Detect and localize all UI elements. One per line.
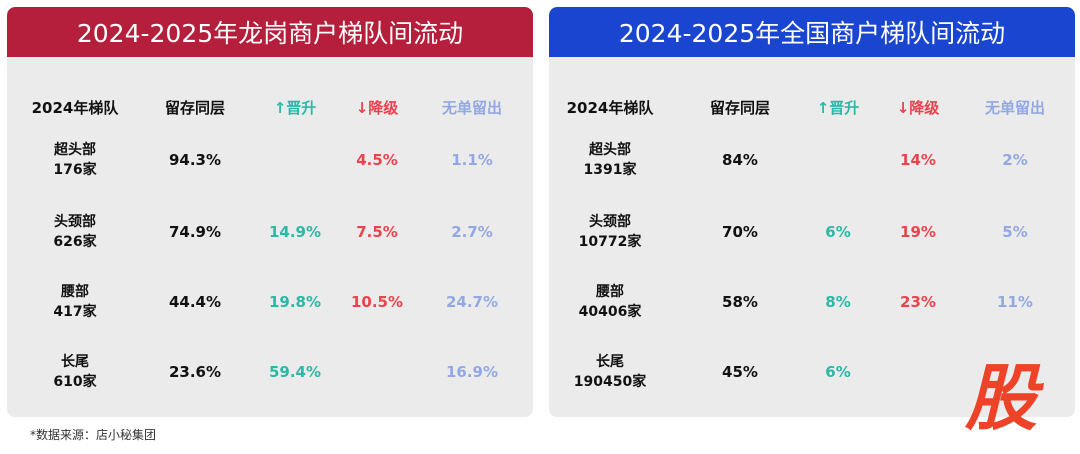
stay-value: 23.6% <box>168 363 222 381</box>
stay-value: 58% <box>722 293 758 311</box>
tier-count: 610家 <box>53 374 97 390</box>
tier-count: 190450家 <box>573 374 647 390</box>
tier-count: 40406家 <box>578 304 642 320</box>
tier-count: 10772家 <box>578 234 642 250</box>
tier-name: 长尾 <box>60 354 89 370</box>
stay-value: 94.3% <box>168 151 222 169</box>
tier-count: 626家 <box>53 234 97 250</box>
down-value: 10.5% <box>350 293 404 311</box>
up-value: 59.4% <box>268 363 322 381</box>
down-value: 4.5% <box>356 151 398 169</box>
tier-name: 超头部 <box>53 142 96 158</box>
up-value: 6% <box>825 363 851 381</box>
tier-count: 1391家 <box>583 162 637 178</box>
down-value: 19% <box>900 223 936 241</box>
column-header: 留存同层 <box>164 99 226 117</box>
stay-value: 84% <box>722 151 758 169</box>
tier-name: 头颈部 <box>589 214 631 230</box>
panel-title: 2024-2025年龙岗商户梯队间流动 <box>7 7 533 57</box>
tier-label: 超头部 1391家 <box>584 140 637 180</box>
tier-label: 腰部 417家 <box>53 282 96 322</box>
tier-name: 超头部 <box>589 142 631 158</box>
national-panel: 2024-2025年全国商户梯队间流动 2024年梯队 留存同层 ↑晋升 ↓降级 无单留… <box>549 7 1075 417</box>
tier-count: 176家 <box>53 162 97 178</box>
tier-name: 腰部 <box>60 284 89 300</box>
down-value: 14% <box>900 151 936 169</box>
column-header: 2024年梯队 <box>566 99 654 117</box>
tier-label: 超头部 176家 <box>53 140 96 180</box>
column-header: ↓降级 <box>896 99 940 117</box>
stay-value: 74.9% <box>168 223 222 241</box>
column-header: 2024年梯队 <box>31 99 119 117</box>
none-value: 2.7% <box>451 223 493 241</box>
watermark-logo: 股 <box>965 356 1038 440</box>
none-value: 2% <box>1002 151 1028 169</box>
up-value: 6% <box>825 223 851 241</box>
stay-value: 44.4% <box>168 293 222 311</box>
tier-label: 腰部 40406家 <box>579 282 642 322</box>
column-header: 留存同层 <box>709 99 771 117</box>
tier-name: 腰部 <box>596 284 624 300</box>
none-value: 16.9% <box>445 363 499 381</box>
up-value: 14.9% <box>268 223 322 241</box>
stay-value: 70% <box>722 223 758 241</box>
tier-name: 头颈部 <box>53 214 96 230</box>
none-value: 5% <box>1002 223 1028 241</box>
stay-value: 45% <box>722 363 758 381</box>
tier-label: 长尾 610家 <box>53 352 96 392</box>
column-header: ↑晋升 <box>816 99 860 117</box>
none-value: 1.1% <box>451 151 493 169</box>
tier-label: 长尾 190450家 <box>574 352 646 392</box>
down-value: 23% <box>900 293 936 311</box>
up-value: 19.8% <box>268 293 322 311</box>
column-header: ↓降级 <box>355 99 399 117</box>
down-value: 7.5% <box>356 223 398 241</box>
column-header: 无单留出 <box>984 99 1046 117</box>
column-header: ↑晋升 <box>273 99 317 117</box>
column-header: 无单留出 <box>441 99 503 117</box>
tier-name: 长尾 <box>595 354 624 370</box>
longgang-panel: 2024-2025年龙岗商户梯队间流动 2024年梯队 留存同层 ↑晋升 ↓降级 无单留… <box>7 7 533 417</box>
panel-title: 2024-2025年全国商户梯队间流动 <box>549 7 1075 57</box>
none-value: 24.7% <box>445 293 499 311</box>
up-value: 8% <box>825 293 851 311</box>
none-value: 11% <box>997 293 1033 311</box>
tier-label: 头颈部 626家 <box>53 212 96 252</box>
tier-count: 417家 <box>53 304 97 320</box>
footnote: *数据来源：店小秘集团 <box>30 428 157 442</box>
tier-label: 头颈部 10772家 <box>579 212 642 252</box>
